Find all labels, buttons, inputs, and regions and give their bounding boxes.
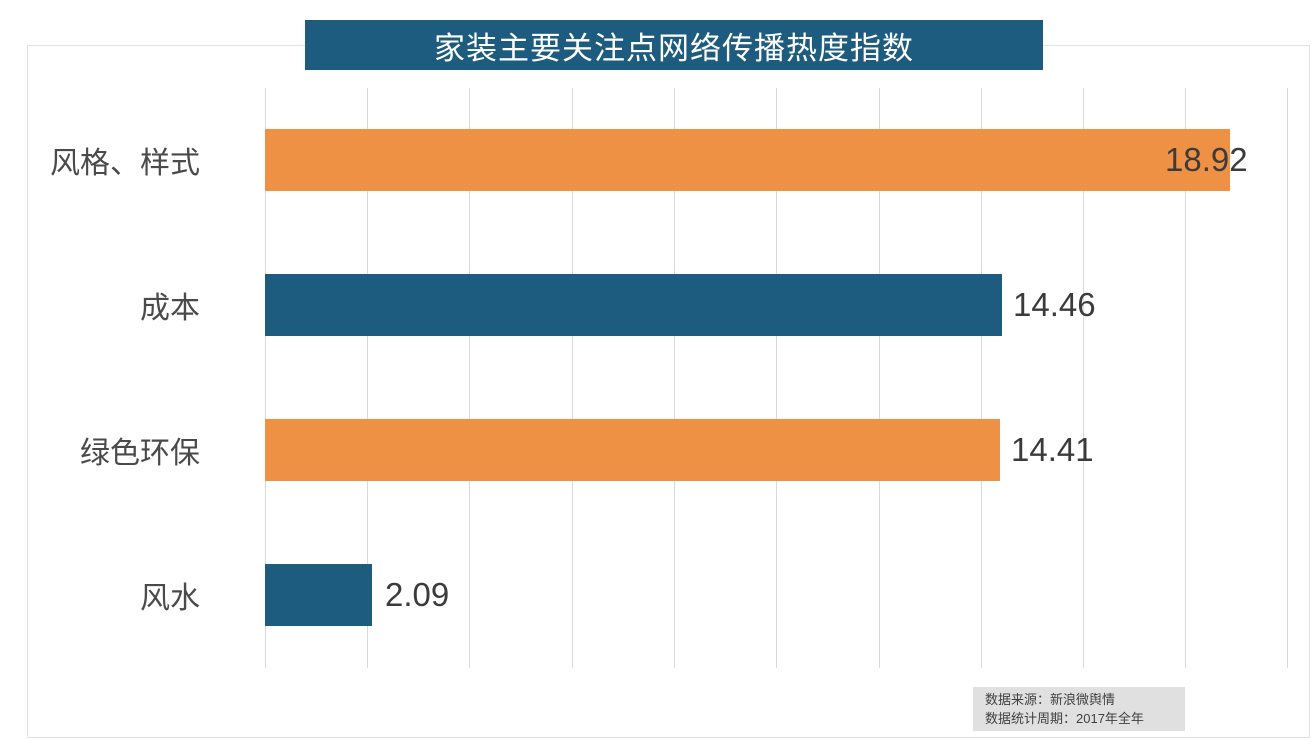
bar-row-3: 风水 2.09 (140, 523, 1288, 668)
category-label-0: 风格、样式 (50, 147, 200, 180)
gridline-8 (1083, 88, 1084, 668)
bar-row-1: 成本 14.46 (140, 233, 1288, 378)
plot-area: 风格、样式 18.92 成本 14.46 绿色环保 14.41 风水 2.09 (50, 88, 1288, 668)
category-label-2: 绿色环保 (80, 437, 200, 470)
footnote-period: 数据统计周期：2017年全年 (985, 711, 1144, 726)
footnote-source: 数据来源：新浪微舆情 (985, 692, 1116, 707)
gridline-5 (776, 88, 777, 668)
category-label-3: 风水 (140, 582, 200, 615)
bar-0[interactable] (265, 129, 1230, 191)
bar-1[interactable] (265, 274, 1002, 336)
chart-title-banner: 家装主要关注点网络传播热度指数 (305, 20, 1043, 70)
bar-value-label-1: 14.46 (1013, 286, 1096, 323)
footnote-box: 数据来源：新浪微舆情 数据统计周期：2017年全年 (973, 687, 1185, 731)
bar-2[interactable] (265, 419, 1000, 481)
bar-value-label-3: 2.09 (385, 576, 450, 613)
gridline-6 (879, 88, 880, 668)
bar-3[interactable] (265, 564, 372, 626)
gridline-3 (572, 88, 573, 668)
gridline-9 (1185, 88, 1186, 668)
bar-row-0: 风格、样式 18.92 (50, 88, 1288, 233)
page-title: 家装主要关注点网络传播热度指数 (434, 30, 914, 66)
category-label-1: 成本 (140, 292, 200, 325)
bar-value-label-0: 18.92 (1165, 141, 1248, 178)
bar-row-2: 绿色环保 14.41 (80, 378, 1288, 523)
gridline-2 (469, 88, 470, 668)
gridline-0 (265, 88, 266, 668)
gridline-4 (674, 88, 675, 668)
gridline-1 (367, 88, 368, 668)
bar-value-label-2: 14.41 (1011, 431, 1094, 468)
gridline-7 (981, 88, 982, 668)
gridline-10 (1287, 88, 1288, 668)
